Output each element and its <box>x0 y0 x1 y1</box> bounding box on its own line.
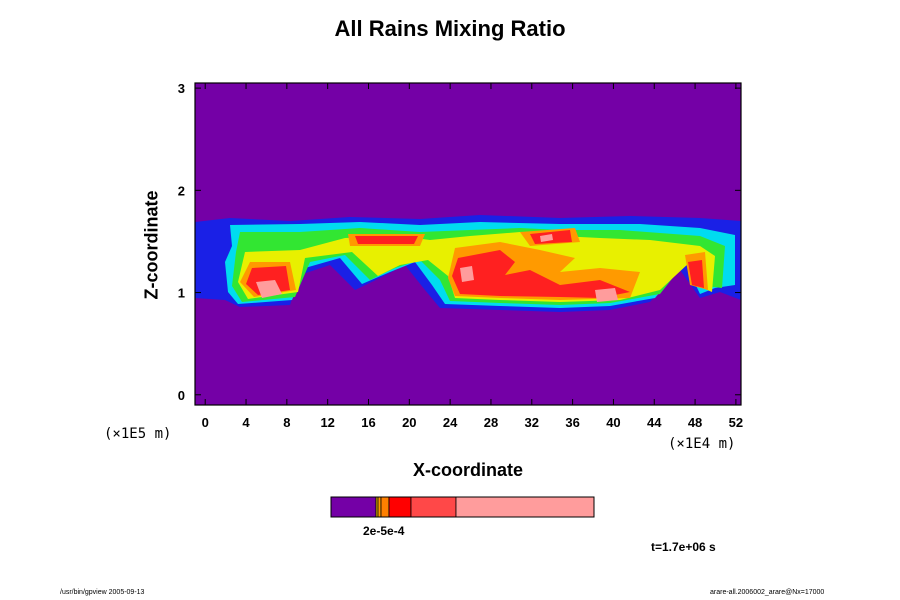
x-tick-label: 8 <box>283 415 290 430</box>
colorbar-swatch <box>388 496 412 518</box>
y-tick-label: 0 <box>178 388 185 403</box>
y-tick-label: 3 <box>178 81 185 96</box>
colorbar-label: 2e-5e-4 <box>363 524 405 538</box>
x-tick-label: 20 <box>402 415 416 430</box>
y-axis-label: Z-coordinate <box>141 190 162 300</box>
footer-left: /usr/bin/gpview 2005-09-13 <box>60 589 145 596</box>
x-tick-label: 4 <box>242 415 250 430</box>
contour-red <box>246 230 704 298</box>
x-tick-label: 28 <box>484 415 498 430</box>
y-tick-label: 1 <box>178 286 185 301</box>
rain-field <box>195 215 741 312</box>
y-axis: 0 1 2 3 <box>178 81 741 403</box>
x-axis-unit: (×1E4 m) <box>668 436 736 452</box>
colorbar <box>330 496 595 518</box>
colorbar-swatch <box>455 496 595 518</box>
x-axis: 0 4 8 12 16 20 24 28 32 36 40 44 48 52 <box>202 83 743 430</box>
x-tick-label: 32 <box>525 415 539 430</box>
x-tick-label: 36 <box>565 415 579 430</box>
x-tick-label: 44 <box>647 415 662 430</box>
y-tick-label: 2 <box>178 183 185 198</box>
colorbar-swatch <box>410 496 457 518</box>
x-axis-label: X-coordinate <box>412 460 523 480</box>
y-axis-unit: (×1E5 m) <box>104 426 172 442</box>
x-tick-label: 16 <box>361 415 375 430</box>
x-tick-label: 48 <box>688 415 702 430</box>
chart-title: All Rains Mixing Ratio <box>334 16 566 41</box>
time-label: t=1.7e+06 s <box>651 540 716 554</box>
colorbar-swatch <box>380 496 390 518</box>
x-tick-label: 52 <box>729 415 743 430</box>
x-tick-label: 0 <box>202 415 209 430</box>
x-tick-label: 12 <box>320 415 334 430</box>
plot-frame <box>194 82 742 406</box>
colorbar-frame <box>330 496 595 518</box>
colorbar-swatch <box>377 496 382 518</box>
colorbar-swatch <box>330 496 377 518</box>
footer-right: arare-all.2006002_arare@Nx=17000 <box>710 589 825 596</box>
x-tick-label: 24 <box>443 415 458 430</box>
x-tick-label: 40 <box>606 415 620 430</box>
